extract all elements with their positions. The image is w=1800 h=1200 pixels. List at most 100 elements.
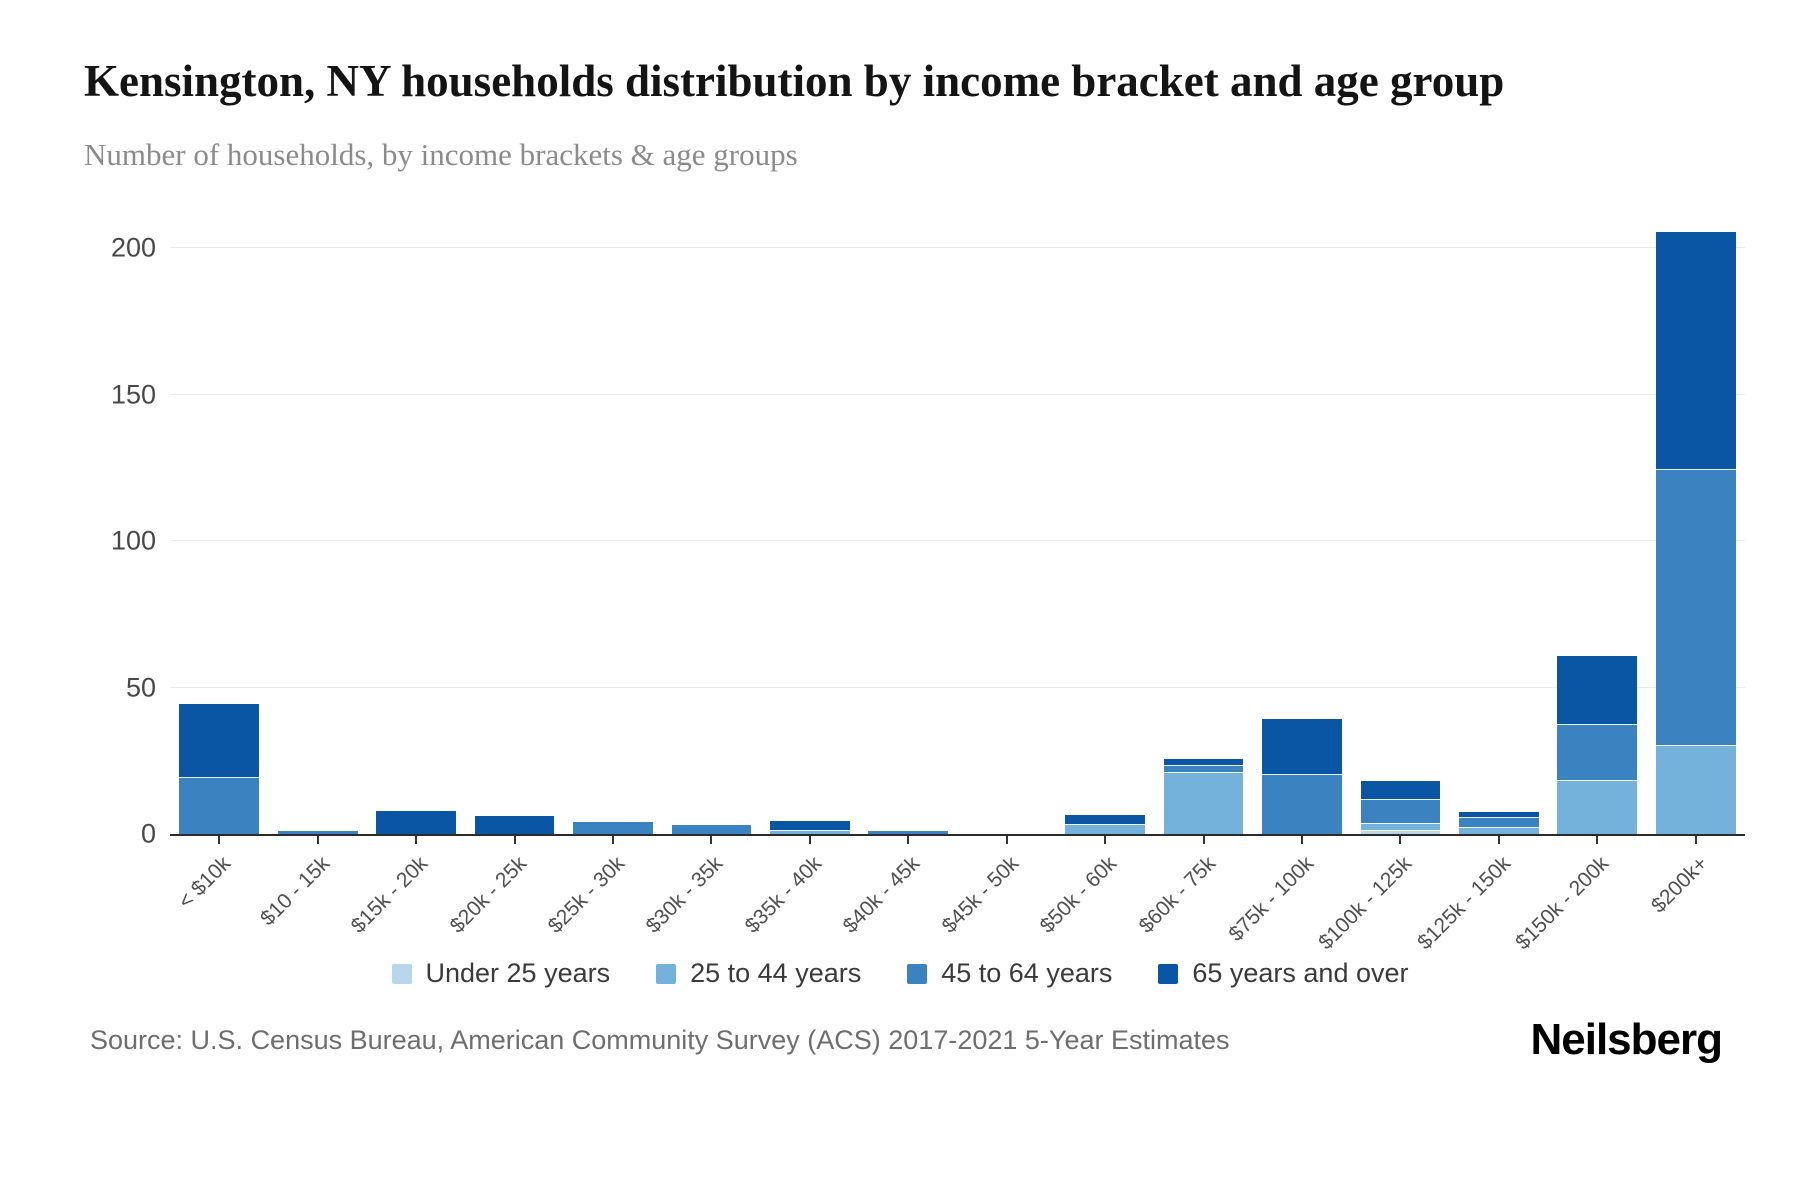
bar-segment[interactable] — [1655, 231, 1736, 469]
bar-slot — [761, 219, 859, 834]
chart-footer: Source: U.S. Census Bureau, American Com… — [0, 1015, 1800, 1065]
x-tick — [513, 836, 516, 844]
bar-slot — [1548, 219, 1646, 834]
x-slot: $50k - 60k — [1036, 836, 1154, 954]
bar-slot — [170, 219, 268, 834]
bar-slot — [1154, 219, 1252, 834]
bar-segment[interactable] — [1163, 771, 1244, 834]
x-tick — [1497, 836, 1500, 844]
bar--10-15k — [277, 831, 358, 834]
y-tick-label-150: 150 — [110, 379, 156, 410]
bar-segment[interactable] — [277, 831, 358, 834]
bar-slot — [859, 219, 957, 834]
bar-segment[interactable] — [1163, 758, 1244, 765]
bar-segment[interactable] — [179, 704, 260, 778]
source-attribution: Source: U.S. Census Bureau, American Com… — [90, 1024, 1230, 1055]
x-tick — [1005, 836, 1008, 844]
bar-segment[interactable] — [1262, 718, 1342, 775]
legend: Under 25 years 25 to 44 years 45 to 64 yea… — [0, 958, 1800, 989]
stacked-bar-chart: 0 50 100 150 200 < $10k $10 - 15k $15k - 20k $2… — [0, 219, 1800, 989]
bar-segment[interactable] — [1459, 817, 1539, 828]
legend-label: 25 to 44 years — [690, 958, 862, 988]
bar--60k-75k — [1163, 758, 1244, 834]
bar-segment[interactable] — [1065, 815, 1146, 825]
y-tick-label-200: 200 — [110, 232, 156, 263]
bar--100k-125k — [1360, 781, 1441, 834]
x-tick — [1596, 836, 1599, 844]
legend-item[interactable]: 65 years and over — [1158, 958, 1409, 989]
x-tick — [808, 836, 811, 844]
bar-slot — [958, 219, 1056, 834]
bar-segment[interactable] — [1360, 781, 1441, 799]
x-tick — [1104, 836, 1107, 844]
x-slot: $100k - 125k — [1315, 836, 1449, 954]
bar-slot — [367, 219, 465, 834]
x-tick-label: < $10k — [174, 852, 236, 914]
x-tick-label: $200k+ — [1646, 852, 1713, 918]
x-slot: $60k - 75k — [1134, 836, 1252, 954]
bar-segment[interactable] — [1557, 656, 1638, 724]
x-tick — [1694, 836, 1697, 844]
x-axis: < $10k $10 - 15k $15k - 20k $20k - 25k $25k … — [170, 836, 1745, 954]
legend-swatch-icon — [391, 963, 412, 984]
plot-area: 0 50 100 150 200 — [111, 219, 1745, 849]
bar-segment[interactable] — [868, 831, 949, 834]
bar-slot — [1351, 219, 1449, 834]
x-slot: $40k - 45k — [839, 836, 957, 954]
bar-segment[interactable] — [179, 777, 260, 834]
x-slot: $25k - 30k — [544, 836, 662, 954]
bar-segment[interactable] — [573, 822, 653, 834]
legend-swatch-icon — [656, 963, 677, 984]
bar--40k-45k — [868, 831, 949, 834]
bar-segment[interactable] — [1360, 798, 1441, 824]
bar-segment[interactable] — [1655, 745, 1736, 834]
bar-segment[interactable] — [1557, 780, 1638, 834]
legend-item[interactable]: 25 to 44 years — [656, 958, 861, 989]
bar-segment[interactable] — [769, 830, 850, 834]
x-tick-label: $10 - 15k — [255, 852, 334, 931]
bar-segment[interactable] — [1360, 823, 1441, 831]
bar--125k-150k — [1459, 811, 1539, 834]
bar-slot — [564, 219, 662, 834]
x-slot: $35k - 40k — [741, 836, 859, 954]
x-slot: $150k - 200k — [1511, 836, 1646, 954]
legend-item[interactable]: Under 25 years — [391, 958, 611, 989]
x-tick — [710, 836, 713, 844]
bar--20k-25k — [474, 816, 555, 834]
y-tick-label-100: 100 — [110, 525, 156, 556]
x-tick — [218, 836, 221, 844]
x-slot: $30k - 35k — [642, 836, 760, 954]
x-tick — [1301, 836, 1304, 844]
bar--10k — [179, 704, 260, 834]
bar-segment[interactable] — [474, 816, 555, 834]
bar-segment[interactable] — [1459, 827, 1539, 834]
bar-segment[interactable] — [769, 821, 850, 831]
bar-slot — [662, 219, 760, 834]
bar-slot — [465, 219, 563, 834]
x-tick — [1399, 836, 1402, 844]
bar-segment[interactable] — [1163, 764, 1244, 772]
bar-slot — [1647, 219, 1745, 834]
bar--25k-30k — [573, 822, 653, 834]
bar-segment[interactable] — [1360, 830, 1441, 834]
x-slot: $20k - 25k — [445, 836, 563, 954]
legend-item[interactable]: 45 to 64 years — [907, 958, 1112, 989]
neilsberg-logo[interactable]: Neilsberg — [1530, 1015, 1723, 1064]
bar-segment[interactable] — [376, 810, 456, 834]
bar--75k-100k — [1262, 718, 1342, 834]
x-slot: $125k - 150k — [1413, 836, 1548, 954]
bar--150k-200k — [1557, 656, 1638, 834]
bar-segment[interactable] — [1557, 723, 1638, 781]
chart-title: Kensington, NY households distribution b… — [84, 56, 1505, 106]
bar-segment[interactable] — [1655, 468, 1736, 746]
bar-segment[interactable] — [1065, 824, 1146, 834]
bar--200k+ — [1655, 231, 1736, 834]
bar-segment[interactable] — [1459, 811, 1539, 818]
x-tick — [316, 836, 319, 844]
bar--30k-35k — [671, 825, 752, 834]
x-slot: $200k+ — [1647, 836, 1745, 954]
legend-label: Under 25 years — [425, 958, 611, 988]
bar-segment[interactable] — [671, 825, 752, 834]
legend-swatch-icon — [907, 963, 928, 984]
bar-segment[interactable] — [1262, 774, 1342, 834]
